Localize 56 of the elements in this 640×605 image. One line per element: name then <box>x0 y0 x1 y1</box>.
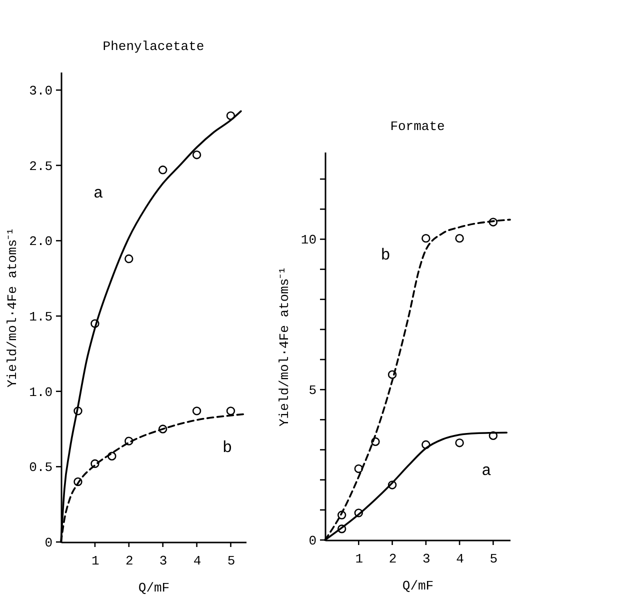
y-axis-title: Yield/mol·4Fe atoms⁻¹ <box>276 266 292 427</box>
series-label: b <box>380 246 390 264</box>
point <box>371 437 380 446</box>
point <box>488 431 498 440</box>
y-tick-label: 3.0 <box>29 84 52 99</box>
x-tick-label: 4 <box>456 552 464 566</box>
x-tick-label: 3 <box>159 554 168 568</box>
point <box>158 424 168 434</box>
x-tick-label: 4 <box>193 554 202 568</box>
x-tick-label: 5 <box>227 554 236 568</box>
chart-title: Phenylacetate <box>102 39 204 54</box>
point <box>90 459 100 468</box>
chart-title: Formate <box>390 119 445 134</box>
y-tick-label: 2.0 <box>29 234 52 250</box>
point <box>388 370 397 379</box>
x-tick-label: 1 <box>92 554 100 568</box>
point <box>124 254 134 264</box>
point <box>192 150 202 160</box>
y-tick-label: 10 <box>300 232 316 248</box>
point <box>74 406 82 416</box>
y-tick-label: 0 <box>308 534 316 548</box>
series-label: a <box>482 462 492 480</box>
point <box>422 234 430 243</box>
x-tick-label: 5 <box>490 552 498 566</box>
x-tick-label: 2 <box>125 554 134 568</box>
point <box>124 436 134 446</box>
point <box>226 111 236 120</box>
point <box>74 477 82 486</box>
y-tick-label: 5 <box>308 383 316 398</box>
point <box>90 319 100 328</box>
point <box>488 218 498 226</box>
y-tick-label: 0.5 <box>29 460 52 476</box>
point <box>108 452 116 460</box>
text: a <box>94 184 104 203</box>
y-tick-label: 2.5 <box>29 158 52 174</box>
point <box>354 464 363 474</box>
point <box>337 524 346 534</box>
x-tick-label: 2 <box>388 552 397 566</box>
point <box>158 166 168 174</box>
series-label: b <box>222 439 232 458</box>
x-tick-label: 3 <box>422 552 430 566</box>
point <box>192 406 202 416</box>
y-axis-title: Yield/mol·4Fe atoms⁻¹ <box>5 227 20 388</box>
point <box>354 508 363 518</box>
point <box>226 406 236 416</box>
point <box>455 234 464 243</box>
y-tick-label: 0 <box>44 536 52 550</box>
x-axis-title: Q/mF <box>138 580 170 596</box>
point <box>388 480 397 490</box>
point <box>422 440 430 450</box>
y-tick-label: 1.0 <box>29 384 52 400</box>
point <box>337 510 346 520</box>
x-axis-title: Q/mF <box>402 578 434 594</box>
x-tick-label: 1 <box>355 552 364 566</box>
point <box>455 438 464 448</box>
y-tick-label: 1.5 <box>29 310 52 325</box>
